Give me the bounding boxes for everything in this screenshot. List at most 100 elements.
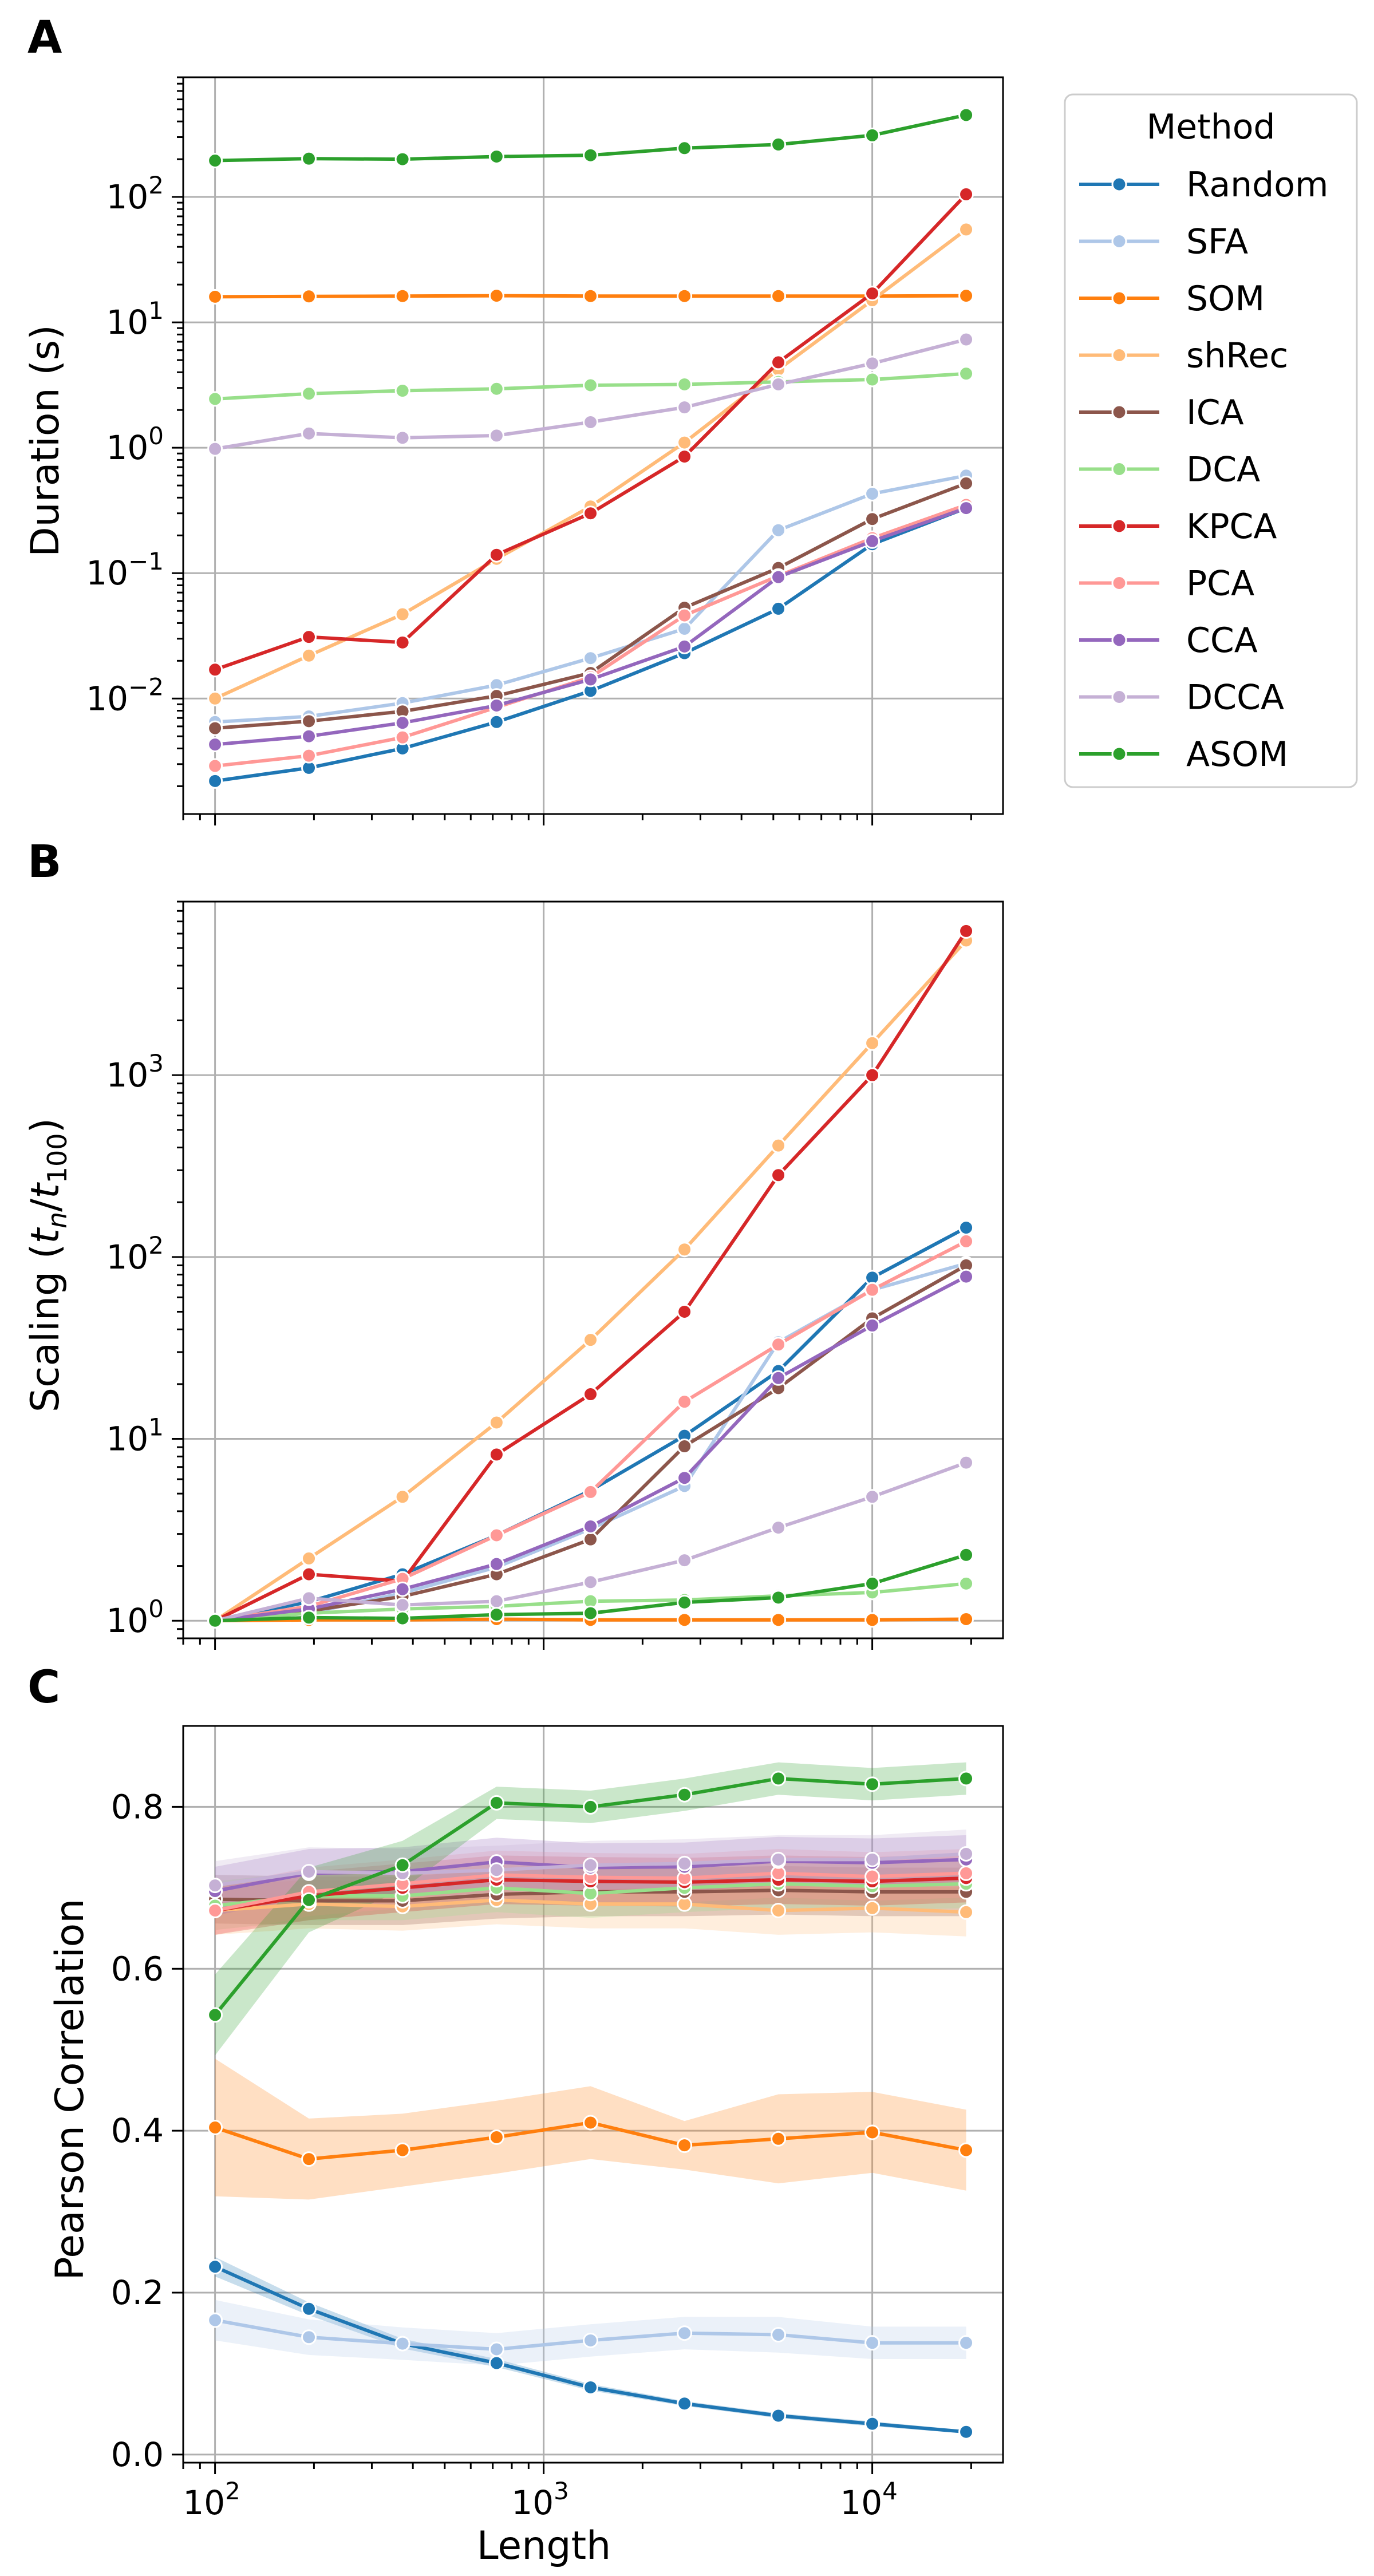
series-som: [207, 2115, 974, 2167]
point-random: [488, 714, 504, 730]
point-cca: [864, 533, 881, 549]
point-som: [583, 2115, 599, 2131]
point-asom: [958, 1547, 974, 1563]
point-pca: [677, 607, 693, 623]
point-cca: [771, 569, 787, 585]
series-dcca: [207, 331, 974, 457]
point-asom: [677, 140, 693, 156]
point-dca: [207, 391, 223, 407]
legend-title: Method: [1146, 107, 1275, 147]
point-dcca: [677, 400, 693, 416]
point-asom: [583, 1799, 599, 1815]
series-sfa: [207, 2312, 974, 2357]
point-dcca: [301, 1864, 317, 1880]
point-cca: [864, 1318, 881, 1334]
panel-a-ytick-label: 100: [106, 422, 164, 467]
point-ica: [864, 511, 881, 527]
panel-b-ytick-label: 100: [106, 1595, 164, 1640]
point-kpca: [488, 547, 504, 563]
panel-c-series: [207, 1771, 974, 2440]
point-kpca: [864, 286, 881, 302]
legend-marker: [1111, 234, 1127, 249]
point-shrec: [958, 1904, 974, 1920]
point-shrec: [394, 606, 410, 622]
point-shrec: [301, 1550, 317, 1566]
band-asom: [215, 1762, 966, 2056]
panel-c-ytick-label: 0.0: [111, 2435, 164, 2474]
point-dcca: [394, 430, 410, 446]
series-asom: [207, 107, 974, 169]
panel-letter-a: A: [27, 12, 62, 64]
panel-b: B 100 101 102 103 Scaling (tn/t100): [23, 836, 1004, 1650]
panel-c: C 0.0 0.2 0.4 0.6 0.8 102 103 104 Pearson Corre…: [27, 1662, 1004, 2569]
panel-b-series: [207, 923, 974, 1629]
point-som: [958, 1611, 974, 1627]
point-dcca: [207, 441, 223, 457]
legend-item-shrec: shRec: [1079, 336, 1288, 376]
legend-marker: [1111, 404, 1127, 420]
point-shrec: [771, 1902, 787, 1918]
panel-letter-b: B: [27, 836, 61, 888]
legend-marker: [1111, 632, 1127, 648]
panel-a-ytick-label: 10−2: [86, 673, 164, 718]
point-random: [301, 2301, 317, 2317]
panel-b-ytick-label: 103: [106, 1049, 164, 1095]
point-random: [958, 2424, 974, 2440]
point-cca: [394, 715, 410, 731]
point-som: [958, 2142, 974, 2158]
point-asom: [488, 148, 504, 164]
panel-c-minor-ticks: [172, 1805, 972, 2474]
panel-a-ytick-label: 101: [106, 297, 164, 342]
point-dcca: [958, 1455, 974, 1471]
point-asom: [394, 1610, 410, 1626]
series-cca: [207, 500, 974, 753]
point-som: [864, 1612, 881, 1628]
point-pca: [958, 1233, 974, 1249]
point-kpca: [771, 1167, 787, 1183]
point-dca: [864, 372, 881, 388]
point-cca: [677, 1470, 693, 1486]
legend-item-som: SOM: [1079, 279, 1265, 319]
point-random: [207, 2259, 223, 2275]
series-asom: [207, 1771, 974, 2023]
point-asom: [301, 1892, 317, 1908]
point-asom: [864, 1776, 881, 1792]
legend-label: shRec: [1186, 336, 1288, 376]
point-dcca: [771, 1851, 787, 1867]
legend: Method Random SFA SOM shRec ICA DCA KPCA PCA CCA…: [1064, 93, 1358, 788]
point-asom: [771, 1771, 787, 1787]
legend-marker: [1111, 746, 1127, 762]
legend-marker: [1111, 689, 1127, 705]
point-sfa: [864, 2335, 881, 2351]
point-cca: [583, 1518, 599, 1534]
point-ica: [958, 475, 974, 491]
point-ica: [207, 720, 223, 736]
point-shrec: [771, 1137, 787, 1153]
point-shrec: [864, 1035, 881, 1051]
legend-marker: [1111, 518, 1127, 534]
point-kpca: [301, 629, 317, 645]
point-som: [207, 2119, 223, 2135]
point-sfa: [583, 650, 599, 666]
point-asom: [583, 147, 599, 163]
point-kpca: [771, 354, 787, 370]
legend-item-random: Random: [1079, 165, 1328, 205]
legend-item-dcca: DCCA: [1079, 678, 1284, 718]
point-dcca: [301, 1590, 317, 1606]
point-cca: [394, 1581, 410, 1597]
panel-a-plot: 10−2 10−1 100 101 102: [86, 76, 1004, 825]
point-dcca: [394, 1597, 410, 1613]
point-kpca: [394, 634, 410, 650]
legend-label: KPCA: [1186, 507, 1277, 547]
point-sfa: [771, 522, 787, 538]
point-pca: [394, 729, 410, 745]
panel-letter-c: C: [27, 1662, 60, 1713]
point-dcca: [677, 1855, 693, 1871]
point-asom: [864, 1575, 881, 1591]
legend-item-ica: ICA: [1079, 393, 1244, 433]
legend-item-sfa: SFA: [1079, 222, 1248, 262]
point-random: [583, 2379, 599, 2395]
point-asom: [677, 1594, 693, 1610]
point-asom: [207, 153, 223, 169]
point-som: [301, 289, 317, 305]
